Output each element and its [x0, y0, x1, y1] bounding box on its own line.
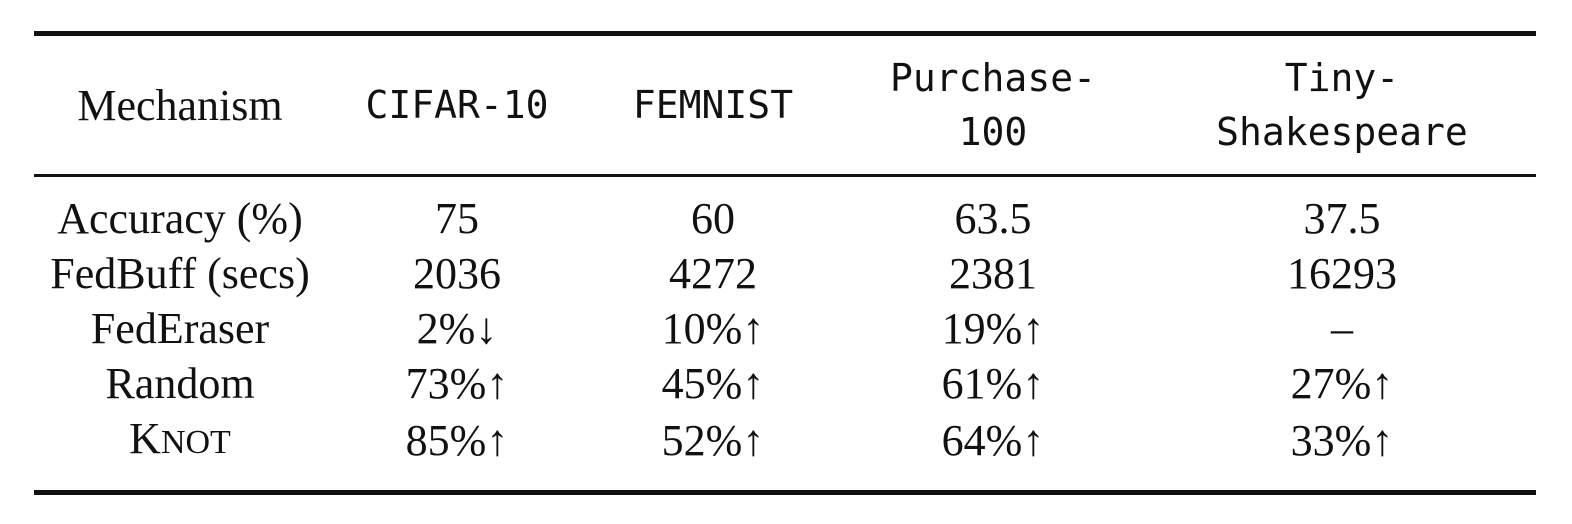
cell-accuracy-purchase100: 63.5	[954, 194, 1032, 243]
header-mechanism: Mechanism	[77, 80, 283, 130]
row-fedbuff: FedBuff (secs) 2036 4272 2381 16293	[34, 246, 1536, 301]
header-tinyshakespeare-line2: Shakespeare	[1216, 110, 1468, 154]
cell-fedbuff-cifar10: 2036	[413, 249, 501, 298]
row-federaser: FedEraser 2%↓ 10%↑ 19%↑ –	[34, 301, 1536, 356]
header-row: Mechanism CIFAR-10 FEMNIST Purchase- 100…	[34, 33, 1536, 176]
cell-accuracy-femnist: 60	[691, 194, 735, 243]
row-label-federaser: FedEraser	[90, 304, 270, 353]
header-purchase100: Purchase- 100	[838, 34, 1148, 176]
cell-federaser-purchase100: 19%↑	[941, 304, 1045, 353]
header-purchase100-line2: 100	[958, 110, 1028, 154]
results-table: Mechanism CIFAR-10 FEMNIST Purchase- 100…	[34, 31, 1536, 495]
header-tinyshakespeare: Tiny- Shakespeare	[1148, 34, 1536, 176]
row-label-random: Random	[105, 359, 255, 408]
cell-federaser-cifar10: 2%↓	[416, 304, 498, 353]
cell-knot-femnist: 52%↑	[661, 416, 765, 465]
cell-random-purchase100: 61%↑	[941, 359, 1045, 408]
row-label-accuracy: Accuracy (%)	[57, 194, 303, 243]
row-accuracy: Accuracy (%) 75 60 63.5 37.5	[34, 176, 1536, 247]
cell-fedbuff-femnist: 4272	[669, 249, 757, 298]
header-cifar10: CIFAR-10	[365, 83, 549, 127]
cell-knot-cifar10: 85%↑	[405, 416, 509, 465]
cell-knot-tinyshakespeare: 33%↑	[1290, 416, 1394, 465]
row-random: Random 73%↑ 45%↑ 61%↑ 27%↑	[34, 356, 1536, 411]
cell-federaser-tinyshakespeare: –	[1331, 304, 1353, 353]
row-label-fedbuff: FedBuff (secs)	[50, 249, 310, 298]
header-tinyshakespeare-line1: Tiny-	[1284, 56, 1400, 100]
cell-random-femnist: 45%↑	[661, 359, 765, 408]
cell-fedbuff-tinyshakespeare: 16293	[1287, 249, 1397, 298]
row-label-knot: KNOT	[34, 411, 326, 493]
row-knot: KNOT 85%↑ 52%↑ 64%↑ 33%↑	[34, 411, 1536, 493]
cell-accuracy-cifar10: 75	[435, 194, 479, 243]
knot-label-rest: NOT	[160, 424, 231, 461]
cell-knot-purchase100: 64%↑	[941, 416, 1045, 465]
cell-random-tinyshakespeare: 27%↑	[1290, 359, 1394, 408]
header-purchase100-line1: Purchase-	[890, 56, 1096, 100]
cell-accuracy-tinyshakespeare: 37.5	[1303, 194, 1381, 243]
cell-fedbuff-purchase100: 2381	[949, 249, 1037, 298]
cell-random-cifar10: 73%↑	[405, 359, 509, 408]
table-body: Accuracy (%) 75 60 63.5 37.5 FedBuff (se…	[34, 176, 1536, 493]
cell-federaser-femnist: 10%↑	[661, 304, 765, 353]
results-table-container: Mechanism CIFAR-10 FEMNIST Purchase- 100…	[34, 31, 1536, 495]
knot-label-initial: K	[129, 414, 161, 463]
header-femnist: FEMNIST	[632, 83, 794, 127]
table-header: Mechanism CIFAR-10 FEMNIST Purchase- 100…	[34, 33, 1536, 176]
